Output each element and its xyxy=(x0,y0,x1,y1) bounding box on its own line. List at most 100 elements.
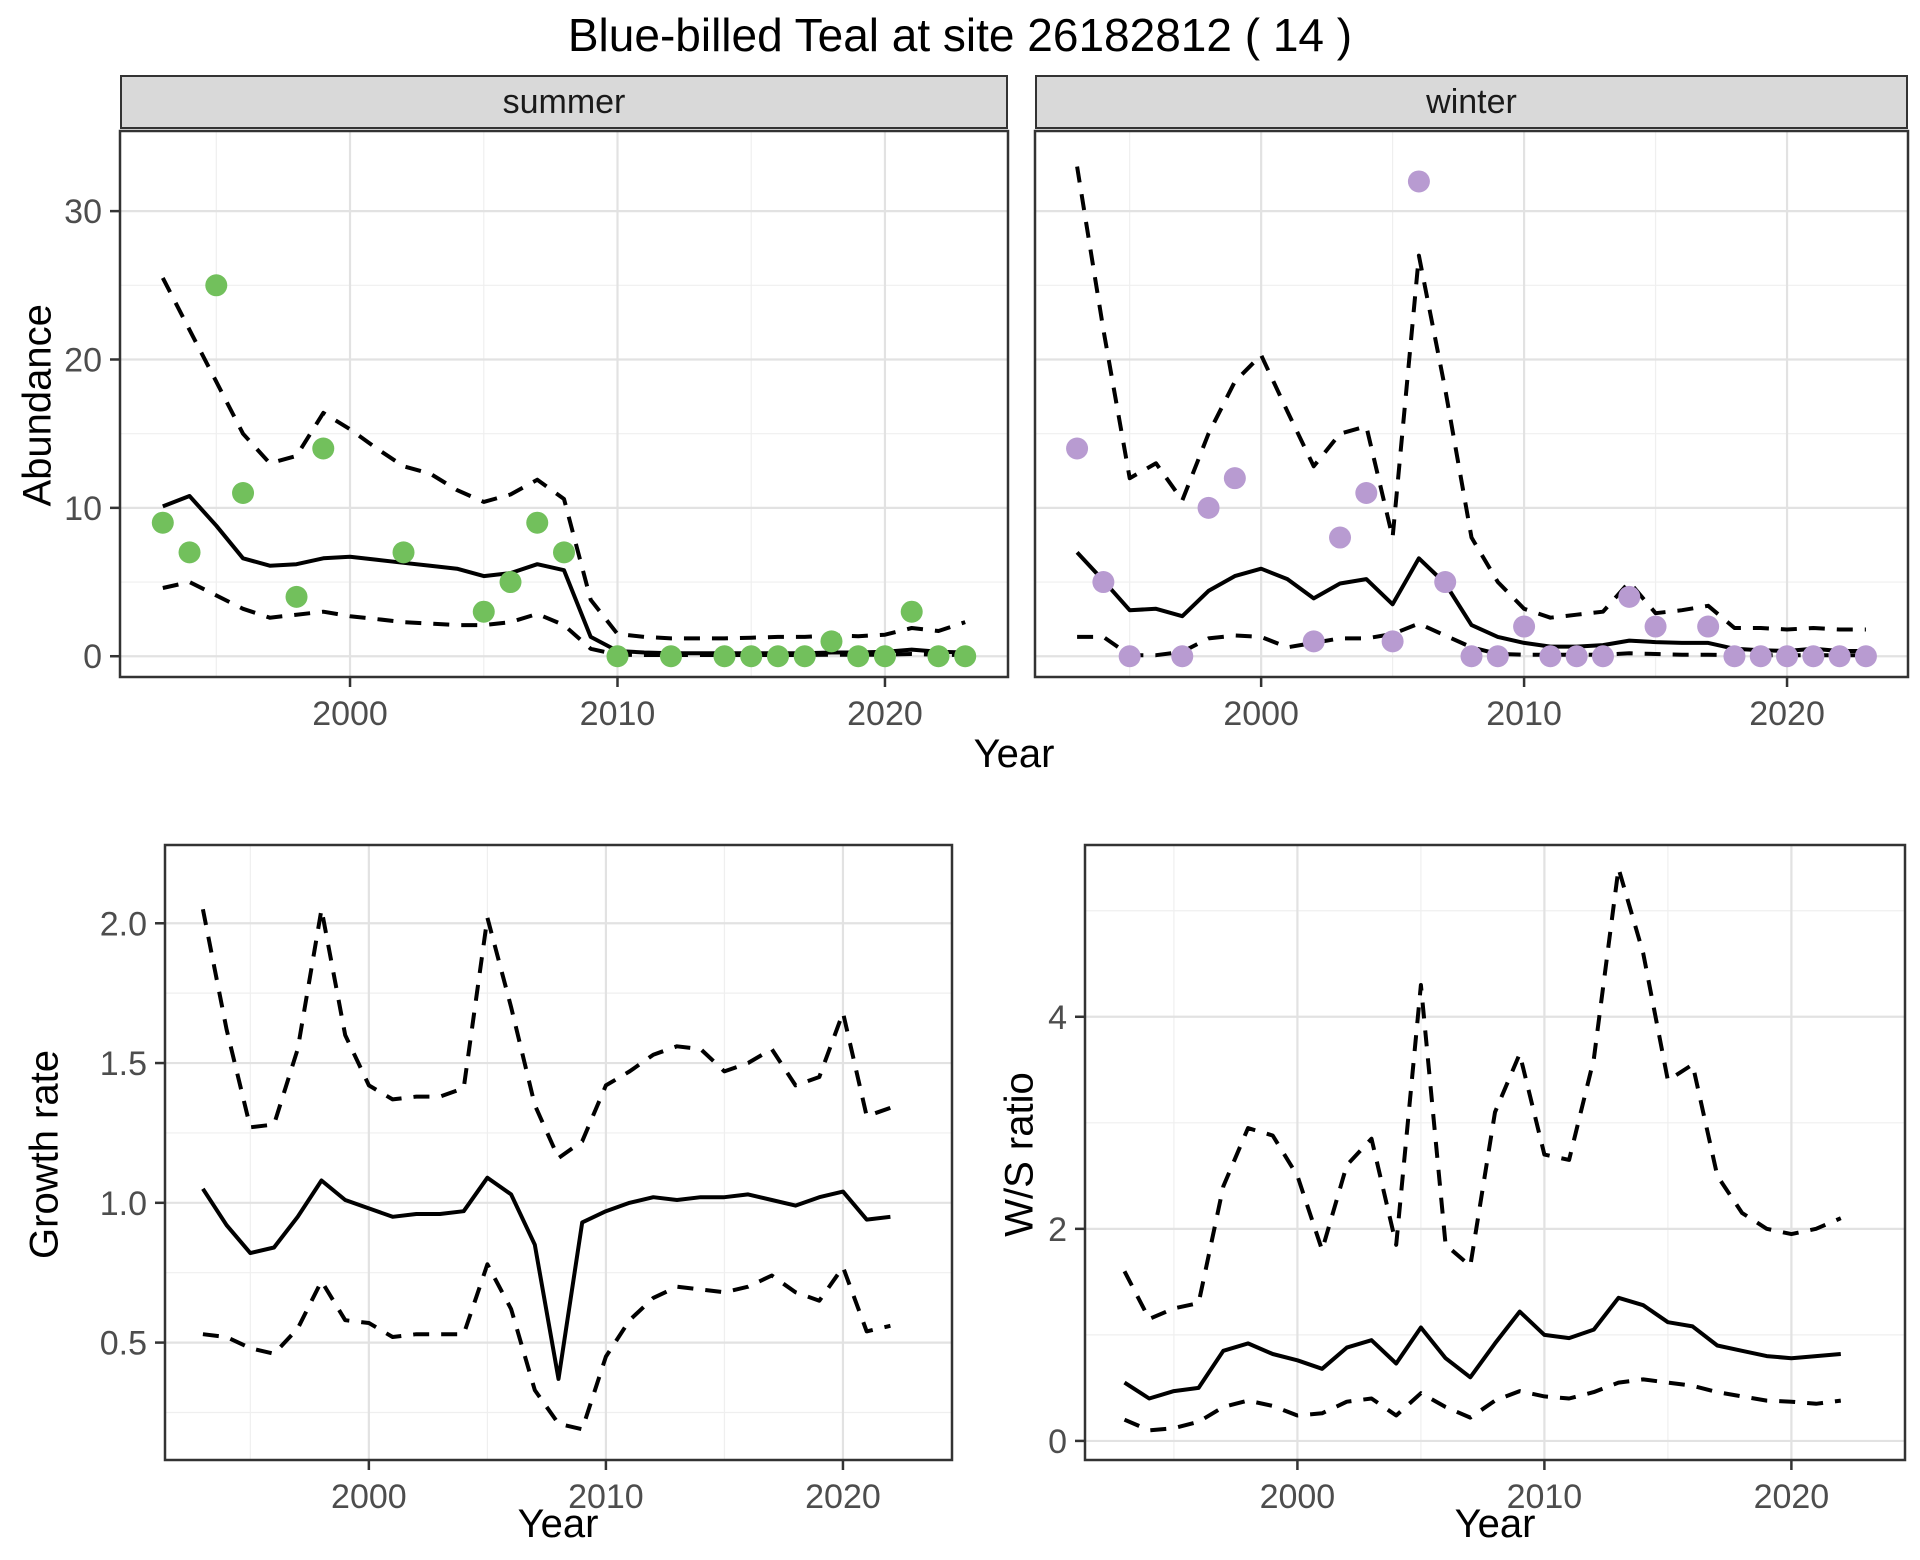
summer-observed-point xyxy=(873,645,896,668)
summer-observed-point xyxy=(766,645,789,668)
winter-panel-border xyxy=(1033,129,1910,679)
summer-observed-point xyxy=(392,541,415,564)
growth-upper-ci-line xyxy=(200,907,892,1161)
ws-y-tick-label: 2 xyxy=(1048,1211,1067,1249)
winter-observed-point xyxy=(1407,170,1430,193)
summer-y-tick-label: 10 xyxy=(64,490,102,528)
x-axis-title-year-top: Year xyxy=(973,732,1055,776)
winter-observed-point xyxy=(1197,496,1220,519)
winter-observed-point xyxy=(1066,437,1089,460)
summer-observed-point xyxy=(606,645,629,668)
growth-rate-panel: 2000 2010 2020 0.5 1.0 1.5 2.0 xyxy=(100,843,954,1516)
summer-y-tick-label: 0 xyxy=(83,638,102,676)
plot-title: Blue-billed Teal at site 26182812 ( 14 ) xyxy=(567,9,1353,61)
growth-panel-border xyxy=(163,843,954,1462)
winter-observed-point xyxy=(1381,630,1404,653)
summer-x-tick-label: 2000 xyxy=(312,695,388,733)
winter-observed-point xyxy=(1697,615,1720,638)
winter-observed-point xyxy=(1854,645,1877,668)
summer-observed-point xyxy=(954,645,977,668)
ws-panel-background xyxy=(1085,845,1905,1460)
winter-observed-point xyxy=(1460,645,1483,668)
ws-x-tick-label: 2010 xyxy=(1507,1478,1583,1516)
ws-mean-line xyxy=(1123,1295,1841,1401)
growth-y-tick-label: 2.0 xyxy=(100,905,147,943)
growth-lower-ci-line xyxy=(202,1262,891,1432)
winter-observed-point xyxy=(1092,571,1115,594)
summer-observed-point xyxy=(526,511,549,534)
summer-observed-point xyxy=(927,645,950,668)
summer-observed-point xyxy=(659,645,682,668)
facet-strip-winter-label: winter xyxy=(1426,82,1517,121)
winter-observed-point xyxy=(1618,585,1641,608)
winter-observed-point xyxy=(1565,645,1588,668)
summer-observed-points xyxy=(151,274,977,668)
growth-x-tick-label: 2000 xyxy=(331,1478,407,1516)
ws-y-tick-label: 4 xyxy=(1048,999,1067,1037)
summer-observed-point xyxy=(285,585,308,608)
growth-y-tick-label: 0.5 xyxy=(100,1325,147,1363)
winter-observed-point xyxy=(1539,645,1562,668)
ws-upper-ci-line xyxy=(1122,866,1842,1321)
winter-upper-ci-line xyxy=(1075,166,1866,632)
summer-observed-point xyxy=(232,482,255,505)
growth-y-tick-label: 1.5 xyxy=(100,1045,147,1083)
winter-observed-point xyxy=(1513,615,1536,638)
ws-ratio-panel: 2000 2010 2020 0 2 4 xyxy=(1048,843,1907,1516)
winter-observed-point xyxy=(1749,645,1772,668)
summer-observed-point xyxy=(553,541,575,564)
summer-observed-point xyxy=(900,600,923,623)
summer-lower-ci-line xyxy=(162,580,966,657)
summer-mean-line xyxy=(162,494,966,656)
summer-x-tick-label: 2010 xyxy=(580,695,656,733)
abundance-winter-panel: 2000 2010 2020 xyxy=(1033,129,1910,733)
growth-x-tick-label: 2020 xyxy=(805,1478,881,1516)
ws-y-tick-label: 0 xyxy=(1048,1423,1067,1461)
facet-strip-winter: winter xyxy=(1035,75,1908,129)
x-axis-title-year-growth: Year xyxy=(517,1502,599,1546)
summer-observed-point xyxy=(205,274,228,297)
summer-panel-background xyxy=(120,131,1008,677)
summer-x-tick-label: 2020 xyxy=(847,695,923,733)
summer-observed-point xyxy=(312,437,335,460)
summer-observed-point xyxy=(847,645,870,668)
x-axis-title-year-ws: Year xyxy=(1454,1502,1536,1546)
summer-observed-point xyxy=(740,645,763,668)
ws-panel-border xyxy=(1083,843,1907,1462)
winter-observed-point xyxy=(1723,645,1746,668)
abundance-summer-panel: 2000 2010 2020 0 10 20 30 xyxy=(64,129,1010,733)
growth-y-tick-label: 1.0 xyxy=(100,1185,147,1223)
y-axis-title-abundance: Abundance xyxy=(15,304,60,507)
winter-observed-point xyxy=(1802,645,1825,668)
winter-observed-point xyxy=(1776,645,1799,668)
winter-x-tick-label: 2020 xyxy=(1749,695,1825,733)
summer-observed-point xyxy=(178,541,201,564)
winter-x-tick-label: 2010 xyxy=(1486,695,1562,733)
growth-panel-background xyxy=(165,845,952,1460)
winter-observed-point xyxy=(1591,645,1614,668)
winter-observed-point xyxy=(1171,645,1194,668)
ws-lower-ci-line xyxy=(1123,1377,1842,1433)
summer-y-tick-label: 20 xyxy=(64,341,102,379)
growth-x-tick-label: 2010 xyxy=(568,1478,644,1516)
winter-observed-point xyxy=(1828,645,1851,668)
winter-panel-background xyxy=(1035,131,1908,677)
summer-observed-point xyxy=(793,645,816,668)
winter-observed-point xyxy=(1355,482,1378,505)
winter-observed-point xyxy=(1434,571,1457,594)
winter-x-tick-label: 2000 xyxy=(1223,695,1299,733)
winter-observed-point xyxy=(1118,645,1141,668)
summer-observed-point xyxy=(472,600,495,623)
winter-observed-points xyxy=(1066,170,1877,668)
winter-observed-point xyxy=(1223,467,1246,490)
summer-observed-point xyxy=(151,511,174,534)
summer-observed-point xyxy=(713,645,736,668)
summer-panel-border xyxy=(118,129,1010,679)
summer-y-tick-label: 30 xyxy=(64,193,102,231)
summer-observed-point xyxy=(499,571,522,594)
ws-x-tick-label: 2000 xyxy=(1260,1478,1336,1516)
winter-observed-point xyxy=(1644,615,1667,638)
winter-observed-point xyxy=(1302,630,1325,653)
facet-strip-summer-label: summer xyxy=(502,82,626,121)
